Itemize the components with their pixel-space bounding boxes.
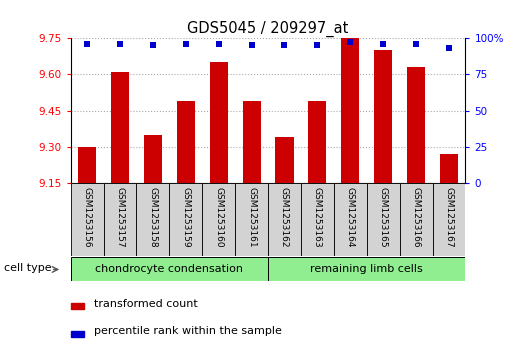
Bar xyxy=(177,101,195,183)
Point xyxy=(149,42,157,48)
Bar xyxy=(104,183,137,256)
Text: GSM1253167: GSM1253167 xyxy=(445,187,453,248)
Bar xyxy=(268,183,301,256)
Bar xyxy=(202,183,235,256)
Bar xyxy=(71,331,84,337)
Bar xyxy=(71,303,84,309)
Point xyxy=(247,42,256,48)
Text: GSM1253157: GSM1253157 xyxy=(116,187,124,248)
Text: GSM1253164: GSM1253164 xyxy=(346,187,355,248)
Bar xyxy=(309,101,326,183)
Bar xyxy=(433,183,465,256)
Point xyxy=(346,40,355,45)
Title: GDS5045 / 209297_at: GDS5045 / 209297_at xyxy=(187,21,349,37)
Bar xyxy=(440,154,458,183)
Bar xyxy=(301,183,334,256)
Bar xyxy=(367,183,400,256)
Bar xyxy=(111,72,129,183)
Point xyxy=(445,45,453,51)
Bar xyxy=(243,101,260,183)
Point xyxy=(280,42,289,48)
Text: GSM1253156: GSM1253156 xyxy=(83,187,92,248)
Point xyxy=(83,41,91,47)
Bar xyxy=(268,257,465,281)
Bar xyxy=(276,137,293,183)
Bar xyxy=(341,38,359,183)
Text: GSM1253165: GSM1253165 xyxy=(379,187,388,248)
Point xyxy=(181,41,190,47)
Bar xyxy=(71,257,268,281)
Text: remaining limb cells: remaining limb cells xyxy=(310,264,423,274)
Point xyxy=(379,41,388,47)
Bar xyxy=(210,62,228,183)
Bar xyxy=(144,135,162,183)
Text: cell type: cell type xyxy=(4,263,51,273)
Point xyxy=(412,41,420,47)
Bar xyxy=(169,183,202,256)
Bar xyxy=(235,183,268,256)
Bar xyxy=(78,147,96,183)
Text: chondrocyte condensation: chondrocyte condensation xyxy=(95,264,243,274)
Text: percentile rank within the sample: percentile rank within the sample xyxy=(94,326,282,337)
Point xyxy=(214,41,223,47)
Text: GSM1253162: GSM1253162 xyxy=(280,187,289,248)
Bar xyxy=(374,50,392,183)
Text: GSM1253161: GSM1253161 xyxy=(247,187,256,248)
Text: GSM1253159: GSM1253159 xyxy=(181,187,190,248)
Point xyxy=(313,42,322,48)
Text: GSM1253158: GSM1253158 xyxy=(149,187,157,248)
Bar xyxy=(137,183,169,256)
Text: GSM1253166: GSM1253166 xyxy=(412,187,420,248)
Text: GSM1253160: GSM1253160 xyxy=(214,187,223,248)
Text: GSM1253163: GSM1253163 xyxy=(313,187,322,248)
Bar xyxy=(334,183,367,256)
Text: transformed count: transformed count xyxy=(94,299,198,309)
Bar xyxy=(400,183,433,256)
Bar xyxy=(407,67,425,183)
Bar xyxy=(71,183,104,256)
Point xyxy=(116,41,124,47)
